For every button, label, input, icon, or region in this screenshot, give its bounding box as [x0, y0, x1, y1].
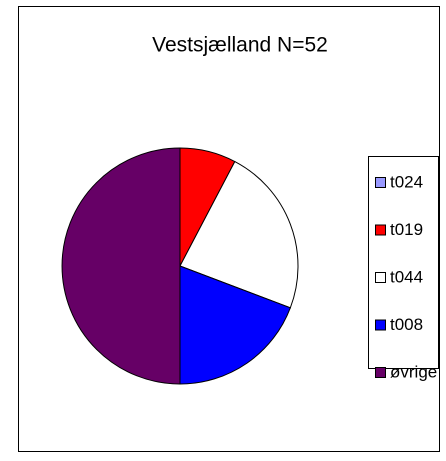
legend-label: øvrige: [390, 362, 437, 381]
legend-swatch: [375, 224, 386, 236]
legend-swatch: [375, 272, 386, 283]
legend-box: [368, 156, 439, 369]
legend-label: t044: [390, 267, 423, 286]
legend-label: t019: [390, 220, 423, 239]
legend-swatch: [375, 319, 386, 331]
pie-slice: [179, 265, 291, 385]
legend-swatch: [375, 177, 386, 188]
pie-slice: [179, 160, 299, 309]
chart-title: Vestsjælland N=52: [152, 34, 328, 57]
legend-swatch: [375, 367, 386, 378]
legend-label: t024: [390, 172, 423, 191]
pie-slice: [61, 147, 181, 385]
legend-label: t008: [390, 315, 423, 334]
